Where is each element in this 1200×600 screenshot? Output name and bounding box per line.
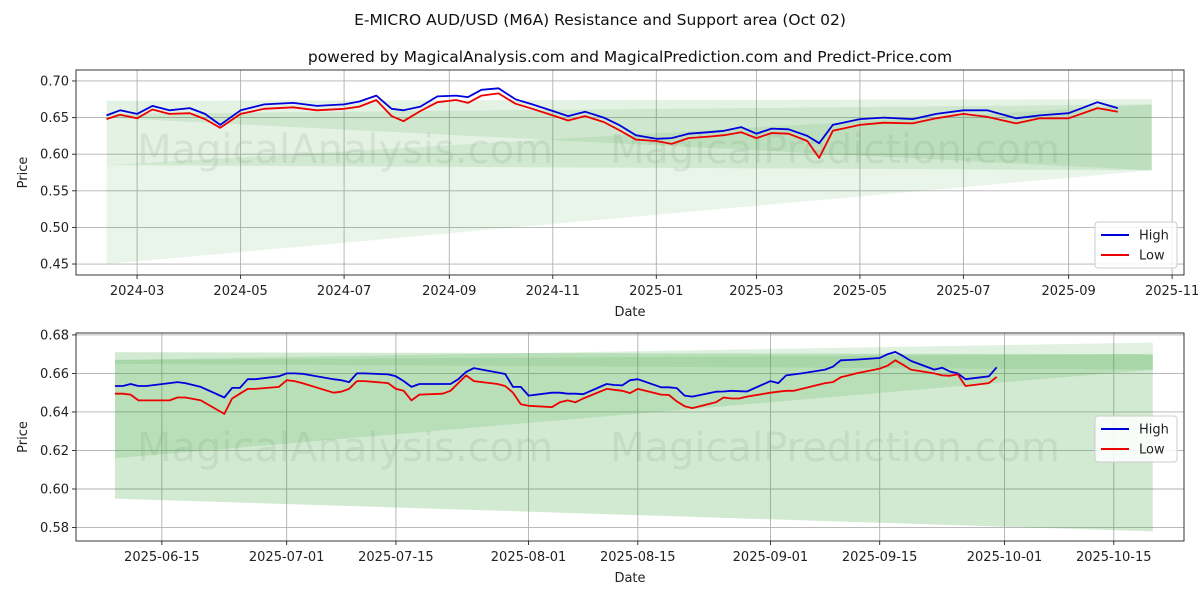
x-tick-label: 2025-09 bbox=[1041, 284, 1095, 299]
x-tick-label: 2025-09-01 bbox=[733, 550, 809, 565]
legend-box bbox=[1094, 415, 1178, 463]
x-tick-label: 2025-10-15 bbox=[1076, 550, 1152, 565]
y-tick-label: 0.60 bbox=[40, 483, 69, 498]
x-tick-label: 2025-07-01 bbox=[249, 550, 325, 565]
legend-box bbox=[1094, 221, 1178, 269]
x-tick-label: 2024-07 bbox=[317, 284, 371, 299]
chart-panel-2: MagicalAnalysis.com MagicalPrediction.com… bbox=[16, 328, 1185, 586]
legend-label-low: Low bbox=[1139, 443, 1165, 458]
x-tick-label: 2025-07 bbox=[936, 284, 990, 299]
y-tick-label: 0.58 bbox=[40, 521, 69, 536]
watermark: MagicalPrediction.com bbox=[610, 425, 1060, 471]
series-line-low bbox=[115, 359, 998, 415]
y-tick-label: 0.70 bbox=[40, 74, 69, 89]
x-tick-label: 2025-09-15 bbox=[842, 550, 918, 565]
series-line-high bbox=[115, 350, 998, 399]
y-axis-label: Price bbox=[16, 157, 31, 189]
x-tick-label: 2024-05 bbox=[213, 284, 267, 299]
plot-frame bbox=[75, 69, 1185, 276]
y-tick-label: 0.45 bbox=[40, 258, 69, 273]
band-area bbox=[115, 354, 1153, 370]
x-tick-label: 2025-08-15 bbox=[600, 550, 676, 565]
y-tick-label: 0.62 bbox=[40, 444, 69, 459]
watermark: MagicalAnalysis.com bbox=[137, 425, 553, 471]
y-tick-label: 0.64 bbox=[40, 405, 69, 420]
x-tick-label: 2025-01 bbox=[629, 284, 683, 299]
watermark: MagicalAnalysis.com bbox=[137, 127, 553, 173]
x-tick-label: 2025-03 bbox=[729, 284, 783, 299]
x-tick-label: 2025-06-15 bbox=[124, 550, 200, 565]
x-tick-label: 2025-11 bbox=[1145, 284, 1199, 299]
legend: High Low bbox=[1094, 221, 1178, 269]
x-tick-label: 2025-07-15 bbox=[358, 550, 434, 565]
y-tick-label: 0.60 bbox=[40, 148, 69, 163]
y-tick-label: 0.66 bbox=[40, 367, 69, 382]
legend-label-high: High bbox=[1139, 423, 1169, 438]
band-area bbox=[106, 104, 1152, 171]
legend: High Low bbox=[1094, 415, 1178, 463]
series-line-low bbox=[106, 92, 1118, 159]
x-axis-label: Date bbox=[614, 571, 645, 586]
band-area bbox=[106, 104, 1152, 265]
x-tick-label: 2024-11 bbox=[526, 284, 580, 299]
chart-title: E-MICRO AUD/USD (M6A) Resistance and Sup… bbox=[354, 11, 846, 29]
chart-panel-1: MagicalAnalysis.com MagicalPrediction.com… bbox=[16, 69, 1199, 320]
x-tick-label: 2025-08-01 bbox=[491, 550, 567, 565]
y-tick-label: 0.55 bbox=[40, 184, 69, 199]
x-axis-label: Date bbox=[614, 305, 645, 320]
series-line-high bbox=[106, 87, 1119, 145]
x-tick-label: 2025-10-01 bbox=[967, 550, 1043, 565]
x-tick-label: 2024-03 bbox=[110, 284, 164, 299]
legend-label-low: Low bbox=[1139, 249, 1165, 264]
y-tick-label: 0.50 bbox=[40, 221, 69, 236]
band-area bbox=[115, 342, 1153, 459]
y-tick-label: 0.65 bbox=[40, 111, 69, 126]
y-tick-label: 0.68 bbox=[40, 328, 69, 343]
legend-label-high: High bbox=[1139, 229, 1169, 244]
x-tick-label: 2025-05 bbox=[833, 284, 887, 299]
chart-subtitle: powered by MagicalAnalysis.com and Magic… bbox=[308, 48, 952, 66]
x-tick-label: 2024-09 bbox=[422, 284, 476, 299]
plot-frame bbox=[75, 332, 1185, 542]
band-area bbox=[115, 352, 1153, 532]
chart-panels: MagicalAnalysis.com MagicalPrediction.com… bbox=[16, 69, 1199, 586]
y-axis-label: Price bbox=[16, 421, 31, 453]
